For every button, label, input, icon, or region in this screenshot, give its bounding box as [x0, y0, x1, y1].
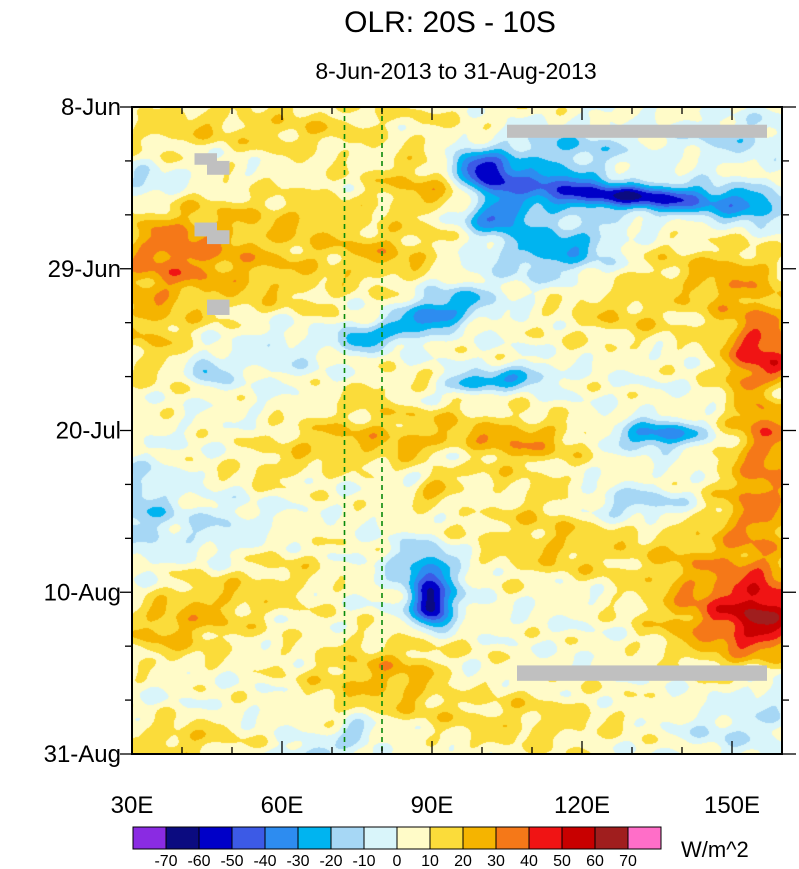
colorbar-units: W/m^2 [681, 837, 749, 862]
y-tick-label: 31-Aug [44, 741, 121, 768]
olr-heatmap-field [132, 107, 782, 754]
colorbar-swatch [528, 826, 563, 850]
colorbar-tick-labels: -70 -60 -50 -40 -30 -20 -10 0 10 20 30 40 50 60 70 [154, 853, 637, 869]
colorbar-swatch [396, 826, 431, 850]
missing-data-layer [194, 124, 767, 681]
colorbar-tick-label: 70 [619, 853, 637, 869]
colorbar-swatch [363, 826, 398, 850]
colorbar-swatch [561, 826, 596, 850]
colorbar-tick-label: 30 [487, 853, 505, 869]
x-tick-label: 90E [411, 792, 454, 819]
colorbar-tick-label: -60 [187, 853, 210, 869]
colorbar-swatch [495, 826, 530, 850]
colorbar-swatch [594, 826, 629, 850]
x-tick-label: 60E [261, 792, 304, 819]
y-tick-label: 10-Aug [44, 579, 121, 606]
colorbar-tick-label: -50 [220, 853, 243, 869]
x-tick-label: 30E [111, 792, 154, 819]
y-tick-label: 8-Jun [61, 94, 121, 121]
colorbar-swatch [165, 826, 200, 850]
missing-data-region [517, 665, 767, 681]
colorbar-swatch [132, 826, 167, 850]
chart-title: OLR: 20S - 10S [344, 6, 556, 39]
axis-ticks [120, 106, 796, 755]
y-tick-label: 29-Jun [48, 256, 121, 283]
colorbar-tick-label: -20 [319, 853, 342, 869]
colorbar-swatch [198, 826, 233, 850]
colorbar-tick-label: 50 [553, 853, 571, 869]
colorbar-tick-label: -10 [352, 853, 375, 869]
colorbar-tick-label: -30 [286, 853, 309, 869]
colorbar-swatch [264, 826, 299, 850]
plot-area: 30E 60E 90E 120E 150E 8-Jun 29-Jun 20-Jul 10-Au… [44, 94, 796, 819]
colorbar-tick-label: 10 [421, 853, 439, 869]
x-tick-label: 120E [554, 792, 610, 819]
colorbar-swatch [297, 826, 332, 850]
colorbar-swatch [231, 826, 266, 850]
missing-data-region [507, 124, 767, 138]
colorbar-tick-label: 20 [454, 853, 472, 869]
missing-data-region [194, 153, 217, 165]
colorbar-tick-label: -70 [154, 853, 177, 869]
colorbar-swatch [330, 826, 365, 850]
colorbar-tick-label: 0 [393, 853, 402, 869]
chart-subtitle: 8-Jun-2013 to 31-Aug-2013 [315, 58, 596, 84]
x-axis-tick-labels: 30E 60E 90E 120E 150E [111, 792, 760, 819]
y-axis-tick-labels: 8-Jun 29-Jun 20-Jul 10-Aug 31-Aug [44, 94, 121, 768]
missing-data-region [207, 230, 230, 245]
colorbar-swatch [627, 826, 662, 850]
y-tick-label: 20-Jul [56, 418, 121, 445]
missing-data-region [207, 299, 230, 315]
x-tick-label: 150E [704, 792, 760, 819]
colorbar-tick-label: 60 [586, 853, 604, 869]
colorbar-swatch [429, 826, 464, 850]
colorbar-tick-label: 40 [520, 853, 538, 869]
colorbar [132, 826, 662, 850]
colorbar-swatch [462, 826, 497, 850]
missing-data-region [207, 160, 230, 175]
colorbar-tick-label: -40 [253, 853, 276, 869]
